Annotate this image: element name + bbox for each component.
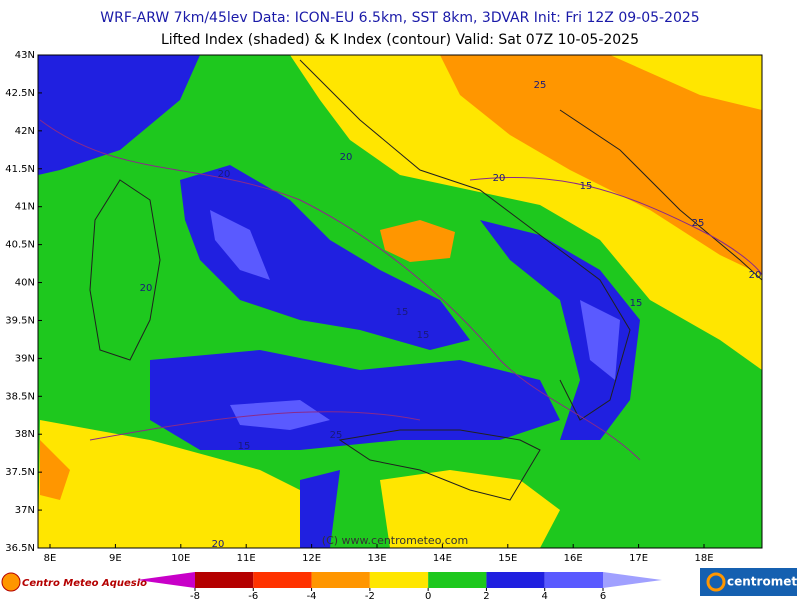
title: WRF-ARW 7km/45lev Data: ICON-EU 6.5km, S…	[100, 10, 699, 26]
lat-label: 39N	[15, 353, 35, 364]
contour-label: 20	[493, 173, 506, 184]
colorbar-segment	[311, 572, 370, 588]
lat-label: 41.5N	[5, 164, 35, 175]
lat-axis: 43N 42.5N 42N 41.5N 41N 40.5N 40N 39.5N 39N 38.5N…	[5, 50, 42, 554]
lon-label: 8E	[44, 553, 57, 564]
colorbar-label: 6	[600, 591, 606, 600]
colorbar: -8 -6 -4 -2 0 2 4 6	[137, 572, 662, 602]
colorbar-label: -8	[190, 591, 200, 600]
copyright: (C) www.centrometeo.com	[322, 534, 468, 547]
right-logo: centrometeo	[700, 568, 800, 596]
left-logo: Centro Meteo Aquesio	[1, 572, 147, 592]
lon-label: 12E	[302, 553, 321, 564]
lat-label: 38N	[15, 429, 35, 440]
contour-label: 15	[580, 181, 593, 192]
lon-label: 14E	[433, 553, 452, 564]
colorbar-label: -6	[248, 591, 258, 600]
map-frame	[37, 54, 763, 549]
colorbar-segment	[428, 572, 487, 588]
contour-labels: 25 20 20 20 15 25 20 20 15 15 15 15 25 2…	[140, 80, 762, 550]
lon-label: 15E	[498, 553, 517, 564]
lat-label: 43N	[15, 50, 35, 61]
contour-label: 15	[417, 330, 430, 341]
lon-label: 11E	[237, 553, 256, 564]
colorbar-low	[137, 572, 195, 588]
left-logo-text: Centro Meteo Aquesio	[22, 578, 147, 589]
colorbar-segment	[253, 572, 312, 588]
lon-label: 9E	[109, 553, 122, 564]
right-logo-text: centrometeo	[727, 575, 800, 589]
subtitle: Lifted Index (shaded) & K Index (contour…	[161, 32, 639, 48]
lat-label: 36.5N	[5, 543, 35, 554]
lat-label: 37.5N	[5, 467, 35, 478]
colorbar-label: 4	[542, 591, 548, 600]
lon-axis: 8E 9E 10E 11E 12E 13E 14E 15E 16E 17E 18E	[44, 544, 714, 564]
colorbar-segment	[486, 572, 545, 588]
contour-label: 20	[140, 283, 153, 294]
colorbar-label: 2	[483, 591, 489, 600]
colorbar-label: -4	[307, 591, 317, 600]
lon-label: 16E	[564, 553, 583, 564]
contour-label: 25	[692, 218, 705, 229]
contour-label: 25	[330, 430, 343, 441]
contour-label: 20	[340, 152, 353, 163]
lat-label: 39.5N	[5, 315, 35, 326]
contour-label: 25	[534, 80, 547, 91]
colorbar-label: 0	[425, 591, 431, 600]
contour-label: 15	[396, 307, 409, 318]
contour-label: 15	[238, 441, 251, 452]
lon-label: 18E	[694, 553, 713, 564]
colorbar-high	[603, 572, 662, 588]
contour-label: 20	[749, 270, 762, 281]
colorbar-segment	[544, 572, 603, 588]
lat-label: 42.5N	[5, 88, 35, 99]
lat-label: 41N	[15, 202, 35, 213]
contour-label: 20	[218, 169, 231, 180]
lat-label: 38.5N	[5, 391, 35, 402]
lat-label: 40.5N	[5, 240, 35, 251]
lat-label: 40N	[15, 278, 35, 289]
colorbar-segment	[369, 572, 429, 588]
lat-label: 37N	[15, 505, 35, 516]
lon-label: 10E	[171, 553, 190, 564]
map: 25 20 20 20 15 25 20 20 15 15 15 15 25 2…	[38, 55, 762, 550]
lat-label: 42N	[15, 126, 35, 137]
lon-label: 17E	[629, 553, 648, 564]
contour-label: 20	[212, 539, 225, 550]
colorbar-label: -2	[365, 591, 375, 600]
contour-label: 15	[630, 298, 643, 309]
lon-label: 13E	[367, 553, 386, 564]
colorbar-segment	[195, 572, 254, 588]
